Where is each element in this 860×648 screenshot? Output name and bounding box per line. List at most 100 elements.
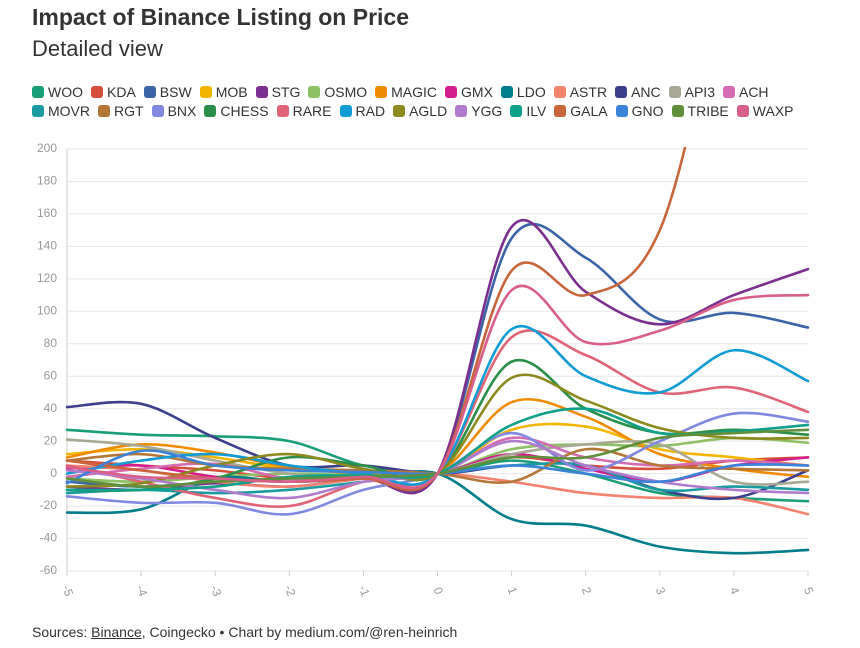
legend-label: MOVR xyxy=(48,103,90,119)
legend-label: WOO xyxy=(48,84,83,100)
legend-item[interactable]: GNO xyxy=(615,103,664,119)
legend-item[interactable]: CHESS xyxy=(204,103,269,119)
legend-item[interactable]: MOVR xyxy=(32,103,90,119)
chart-title: Impact of Binance Listing on Price xyxy=(32,4,410,30)
legend-item[interactable]: ASTR xyxy=(553,84,608,100)
legend-item[interactable]: AGLD xyxy=(393,103,447,119)
footer: Sources: Binance, Coingecko • Chart by m… xyxy=(32,624,457,640)
legend-label: AGLD xyxy=(409,103,448,119)
legend-swatch xyxy=(722,86,735,98)
source-link[interactable]: Binance xyxy=(91,624,142,640)
chart-subtitle: Detailed view xyxy=(32,36,163,61)
series-line xyxy=(65,218,810,495)
legend-item[interactable]: YGG xyxy=(455,103,502,119)
legend-item[interactable]: MAGIC xyxy=(375,84,437,100)
x-tick-label: 2 xyxy=(579,585,595,596)
legend-label: RAD xyxy=(355,103,386,119)
legend-item[interactable]: KDA xyxy=(91,84,136,100)
legend-swatch xyxy=(554,105,567,117)
series-group xyxy=(65,147,810,555)
legend-swatch xyxy=(375,86,388,98)
legend-swatch xyxy=(553,86,566,98)
y-tick-label: 80 xyxy=(44,336,58,350)
y-tick-label: 180 xyxy=(37,174,57,188)
legend-swatch xyxy=(308,86,321,98)
y-tick-label: 60 xyxy=(44,368,58,382)
legend-item[interactable]: API3 xyxy=(668,84,715,100)
legend-swatch xyxy=(510,105,523,117)
legend-item[interactable]: OSMO xyxy=(308,84,367,100)
x-tick-label: -3 xyxy=(208,583,225,598)
y-tick-label: 20 xyxy=(44,433,58,447)
legend-item[interactable]: WAXP xyxy=(736,103,794,119)
legend-label: GMX xyxy=(461,84,493,100)
legend-label: OSMO xyxy=(324,84,368,100)
legend-item[interactable]: RGT xyxy=(98,103,144,119)
legend-swatch xyxy=(339,105,352,117)
x-tick-label: 4 xyxy=(727,585,743,596)
x-tick-label: -5 xyxy=(59,583,76,598)
y-tick-label: -20 xyxy=(40,498,58,512)
legend-label: LDO xyxy=(516,84,546,100)
x-tick-label: -4 xyxy=(133,583,150,598)
x-tick-label: 3 xyxy=(653,585,669,596)
series-line xyxy=(65,284,810,490)
legend-item[interactable]: MOB xyxy=(199,84,248,100)
legend-label: BNX xyxy=(167,103,197,119)
legend-label: KDA xyxy=(107,84,136,100)
legend-swatch xyxy=(500,86,513,98)
legend-item[interactable]: RAD xyxy=(339,103,386,119)
legend-swatch xyxy=(151,105,164,117)
legend-swatch xyxy=(91,86,103,98)
legend-label: TRIBE xyxy=(687,103,729,119)
x-tick-label: -2 xyxy=(282,583,299,598)
source-label: Sources: xyxy=(32,624,88,640)
legend-label: STG xyxy=(271,84,301,100)
legend-label: CHESS xyxy=(220,103,269,119)
legend-item[interactable]: LDO xyxy=(500,84,546,100)
legend-label: MAGIC xyxy=(391,84,438,100)
legend-item[interactable]: BSW xyxy=(143,84,192,100)
x-tick-label: -1 xyxy=(356,583,373,598)
legend-item[interactable]: STG xyxy=(255,84,301,100)
y-tick-label: 0 xyxy=(50,466,57,480)
legend-swatch xyxy=(32,105,44,117)
y-tick-label: -40 xyxy=(40,531,58,545)
legend-label: GNO xyxy=(631,103,664,119)
legend-item[interactable]: ANC xyxy=(615,84,661,100)
legend-swatch xyxy=(199,86,212,98)
x-tick-label: 5 xyxy=(801,585,817,596)
legend-label: ANC xyxy=(631,84,661,100)
y-tick-label: 140 xyxy=(37,239,57,253)
series-line xyxy=(65,147,687,492)
legend-label: API3 xyxy=(684,84,715,100)
legend-item[interactable]: RARE xyxy=(276,103,332,119)
legend-swatch xyxy=(671,105,684,117)
legend-label: MOB xyxy=(215,84,248,100)
legend-item[interactable]: GALA xyxy=(554,103,608,119)
legend-swatch xyxy=(143,86,156,98)
legend-item[interactable]: WOO xyxy=(32,84,83,100)
legend-label: ILV xyxy=(526,103,547,119)
legend-swatch xyxy=(204,105,217,117)
y-tick-label: 40 xyxy=(44,401,58,415)
legend-item[interactable]: ACH xyxy=(722,84,769,100)
legend-swatch xyxy=(32,86,44,98)
x-tick-label: 0 xyxy=(431,585,447,596)
x-tick-label: 1 xyxy=(505,585,521,596)
legend-label: YGG xyxy=(471,103,503,119)
legend-item[interactable]: ILV xyxy=(510,103,546,119)
legend-item[interactable]: BNX xyxy=(151,103,197,119)
legend-label: WAXP xyxy=(752,103,794,119)
legend-item[interactable]: GMX xyxy=(445,84,493,100)
legend-swatch xyxy=(445,86,458,98)
legend-label: ASTR xyxy=(569,84,608,100)
source-rest: , Coingecko • Chart by medium.com/@ren-h… xyxy=(141,624,458,640)
legend-item[interactable]: TRIBE xyxy=(671,103,729,119)
legend-label: RGT xyxy=(114,103,144,119)
legend-label: GALA xyxy=(570,103,608,119)
legend-swatch xyxy=(736,105,749,117)
legend: WOO KDA BSW MOB STG OSMO MAGIC GMX LDO ASTR ANC API… xyxy=(32,84,822,119)
